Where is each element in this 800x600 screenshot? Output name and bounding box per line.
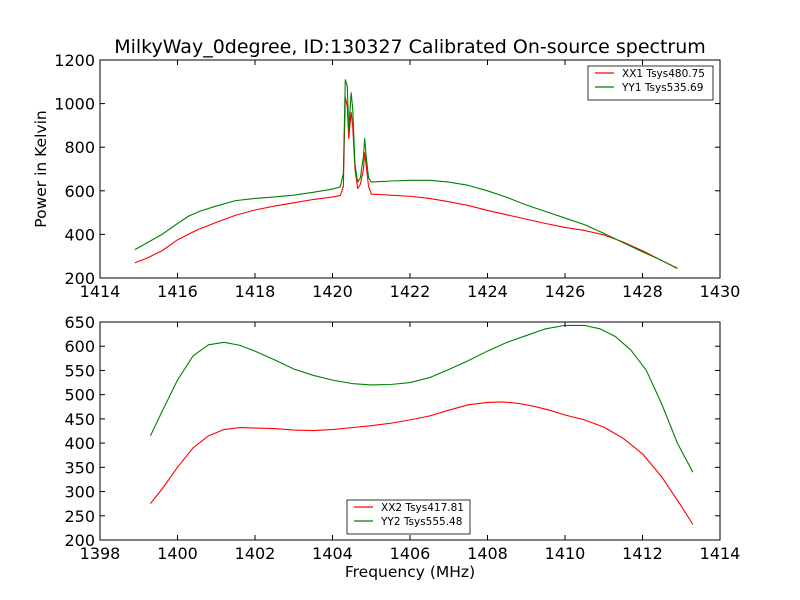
chart-title: MilkyWay_0degree, ID:130327 Calibrated O… [114,36,706,58]
top-legend: XX1 Tsys480.75 YY1 Tsys535.69 [587,65,714,101]
bottom-x-tick-label: 1402 [235,544,276,563]
bottom-y-tick-label: 300 [64,483,95,502]
top-y-tick-label: 200 [64,269,95,288]
x-axis-label: Frequency (MHz) [345,563,475,581]
bottom-x-tick-label: 1400 [157,544,198,563]
bottom-y-tick-label: 550 [64,361,95,380]
top-panel: 1414 1416 1418 1420 1422 1424 1426 1428 1430 200 4… [54,51,740,301]
top-x-tick-label: 1416 [157,282,198,301]
top-x-tick-label: 1428 [622,282,663,301]
bottom-x-tick-label: 1414 [700,544,741,563]
bottom-panel: 1398 1400 1402 1404 1406 1408 1410 1412 1414 200 2… [64,313,740,563]
top-series-2-line [134,79,678,270]
bottom-series-1-line [149,401,694,525]
top-y-tick-label: 1000 [54,95,95,114]
top-x-tick-label: 1426 [545,282,586,301]
bottom-y-tick-label: 400 [64,434,95,453]
top-y-tick-label: 800 [64,138,95,157]
bottom-legend-box [346,499,471,535]
bottom-x-tick-label: 1398 [80,544,121,563]
top-legend-label: YY1 Tsys535.69 [621,82,703,94]
bottom-y-tick-label: 500 [64,386,95,405]
bottom-y-tick-label: 350 [64,458,95,477]
bottom-legend-label: XX2 Tsys417.81 [381,502,464,514]
top-y-tick-label: 400 [64,225,95,244]
bottom-y-tick-label: 200 [64,531,95,550]
bottom-y-tick-label: 250 [64,507,95,526]
bottom-x-tick-label: 1408 [467,544,508,563]
top-legend-label: XX1 Tsys480.75 [622,68,705,80]
bottom-y-tick-label: 650 [64,313,95,332]
bottom-y-tick-label: 600 [64,337,95,356]
bottom-legend-label: YY2 Tsys555.48 [380,516,462,528]
bottom-series-2-line [149,324,694,473]
top-series-1-line [134,96,678,269]
y-axis-label: Power in Kelvin [32,110,50,227]
bottom-x-tick-label: 1406 [390,544,431,563]
bottom-y-tick-label: 450 [64,410,95,429]
bottom-x-tick-label: 1410 [545,544,586,563]
top-x-tick-label: 1420 [312,282,353,301]
top-legend-box [587,65,714,101]
bottom-legend: XX2 Tsys417.81 YY2 Tsys555.48 [346,499,471,535]
top-x-tick-label: 1414 [80,282,121,301]
top-y-tick-label: 1200 [54,51,95,70]
top-x-tick-label: 1418 [235,282,276,301]
top-y-tick-label: 600 [64,182,95,201]
top-x-tick-label: 1422 [390,282,431,301]
top-x-tick-label: 1424 [467,282,508,301]
bottom-x-tick-label: 1412 [622,544,663,563]
bottom-x-tick-label: 1404 [312,544,353,563]
top-x-tick-label: 1430 [700,282,741,301]
